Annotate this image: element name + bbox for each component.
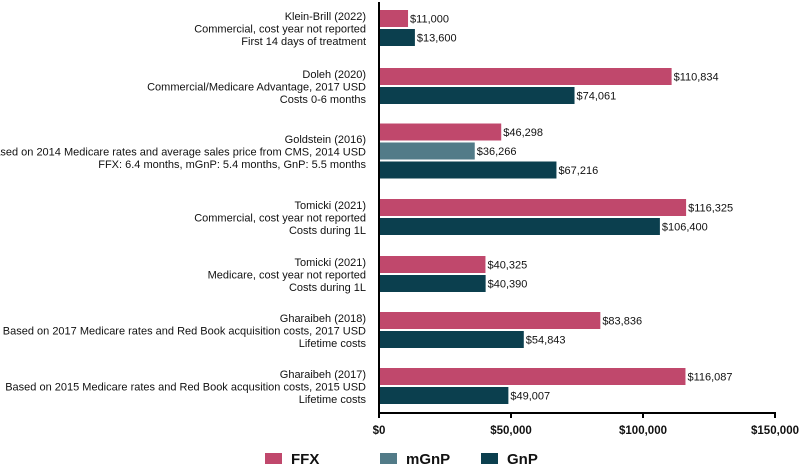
x-tick-label: $100,000 bbox=[619, 425, 667, 437]
data-label: $83,836 bbox=[602, 316, 642, 328]
bar-ffx bbox=[379, 312, 601, 329]
category-label-detail: Based on 2015 Medicare rates and Red Boo… bbox=[5, 382, 366, 394]
data-label: $13,600 bbox=[417, 33, 457, 45]
data-label: $106,400 bbox=[662, 222, 708, 234]
legend-swatch-mgnp bbox=[380, 453, 397, 464]
category-label-study: Goldstein (2016) bbox=[285, 134, 366, 146]
data-label: $116,087 bbox=[687, 372, 732, 384]
data-label: $46,298 bbox=[503, 127, 543, 139]
category-label-study: Tomicki (2021) bbox=[294, 257, 366, 269]
legend-swatch-gnp bbox=[481, 453, 498, 464]
x-tick-label: $50,000 bbox=[490, 425, 532, 437]
legend-swatch-ffx bbox=[265, 453, 282, 464]
category-label-detail: Lifetime costs bbox=[299, 394, 367, 406]
category-label-detail: Costs during 1L bbox=[289, 282, 366, 294]
category-label-detail: Medicare, cost year not reported bbox=[208, 270, 366, 282]
data-label: $116,325 bbox=[688, 203, 733, 215]
category-label-detail: Commercial, cost year not reported bbox=[194, 24, 366, 36]
category-label-detail: Lifetime costs bbox=[299, 338, 367, 350]
bar-gnp bbox=[379, 218, 660, 235]
bar-gnp bbox=[379, 87, 575, 104]
bar-ffx bbox=[379, 10, 409, 27]
data-label: $49,007 bbox=[510, 391, 550, 403]
legend-label-gnp: GnP bbox=[507, 451, 538, 468]
bar-gnp bbox=[379, 161, 557, 179]
bar-gnp bbox=[379, 29, 415, 46]
legend-label-ffx: FFX bbox=[291, 451, 319, 468]
category-label-detail: Commercial, cost year not reported bbox=[194, 213, 366, 225]
data-label: $40,325 bbox=[487, 260, 527, 272]
bar-ffx bbox=[379, 368, 686, 385]
category-label-detail: FFX: 6.4 months, mGnP: 5.4 months, GnP: … bbox=[98, 159, 366, 171]
data-label: $74,061 bbox=[577, 91, 617, 103]
bar-gnp bbox=[379, 387, 509, 404]
category-label-study: Gharaibeh (2018) bbox=[280, 313, 366, 325]
bar-ffx bbox=[379, 68, 672, 85]
data-label: $40,390 bbox=[488, 279, 528, 291]
category-label-detail: Based on 2017 Medicare rates and Red Boo… bbox=[3, 326, 366, 338]
bar-ffx bbox=[379, 199, 687, 216]
data-label: $67,216 bbox=[558, 165, 598, 177]
category-label-detail: Based on 2014 Medicare rates and average… bbox=[0, 147, 366, 159]
category-label-detail: Commercial/Medicare Advantage, 2017 USD bbox=[147, 82, 366, 94]
x-tick-label: $0 bbox=[373, 425, 386, 437]
category-label-study: Klein-Brill (2022) bbox=[285, 11, 366, 23]
legend-label-mgnp: mGnP bbox=[406, 451, 450, 468]
category-label-detail: Costs during 1L bbox=[289, 225, 366, 237]
bar-gnp bbox=[379, 275, 486, 292]
category-label-detail: Costs 0-6 months bbox=[280, 94, 367, 106]
bar-gnp bbox=[379, 331, 524, 348]
category-label-study: Doleh (2020) bbox=[302, 69, 366, 81]
data-label: $11,000 bbox=[410, 14, 449, 26]
bar-ffx bbox=[379, 256, 486, 273]
bar-mgnp bbox=[379, 142, 475, 160]
category-label-study: Tomicki (2021) bbox=[294, 200, 366, 212]
x-tick-label: $150,000 bbox=[751, 425, 799, 437]
category-label-detail: First 14 days of treatment bbox=[241, 36, 366, 48]
bar-ffx bbox=[379, 123, 502, 141]
category-label-study: Gharaibeh (2017) bbox=[280, 369, 366, 381]
data-label: $36,266 bbox=[477, 146, 517, 158]
data-label: $110,834 bbox=[674, 72, 719, 84]
data-label: $54,843 bbox=[526, 335, 566, 347]
